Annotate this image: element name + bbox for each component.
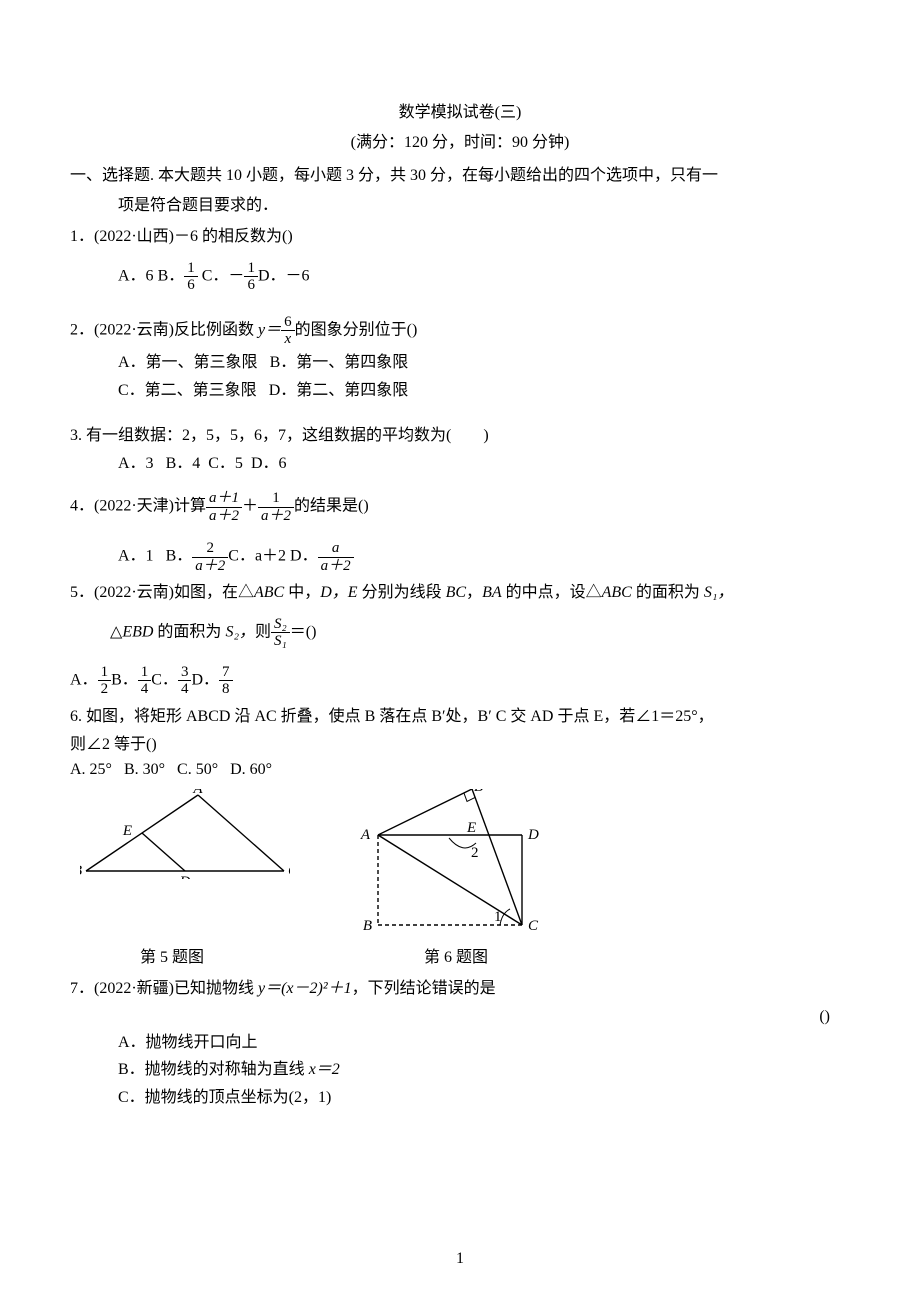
q1-stem: 1．(2022·山西)－6 的相反数为() xyxy=(70,224,850,250)
q6-opt-b: B. 30° xyxy=(124,761,165,778)
q2-opt-c: C．第二、第三象限 xyxy=(118,382,257,399)
question-2: 2．(2022·云南)反比例函数 y＝6x的图象分别位于() A．第一、第三象限… xyxy=(70,314,850,403)
q5-opt-b-frac: 14 xyxy=(138,664,152,698)
question-6: 6. 如图，将矩形 ABCD 沿 AC 折叠，使点 B 落在点 B′处，B′ C… xyxy=(70,704,850,783)
q5-stem-line1: 5．(2022·云南)如图，在△ABC 中，D，E 分别为线段 BC，BA 的中… xyxy=(70,580,850,606)
question-3: 3. 有一组数据：2，5，5，6，7，这组数据的平均数为( ) A．3 B．4 … xyxy=(70,423,850,476)
q4-opt-d-prefix: D． xyxy=(286,548,318,565)
page-title: 数学模拟试卷(三) xyxy=(70,100,850,126)
q1-options: A．6 B．16 C．－16D．－6 xyxy=(70,260,850,294)
q4-opt-a: A．1 xyxy=(118,548,154,565)
section-instruction-line1: 一、选择题. 本大题共 10 小题，每小题 3 分，共 30 分，在每小题给出的… xyxy=(70,163,850,189)
q5-opt-a-frac: 12 xyxy=(98,664,112,698)
q2-options-row2: C．第二、第三象限 D．第二、第四象限 xyxy=(70,378,850,404)
question-4: 4．(2022·天津)计算a＋1a＋2＋1a＋2的结果是() A．1 B．2a＋… xyxy=(70,490,850,574)
question-5: 5．(2022·云南)如图，在△ABC 中，D，E 分别为线段 BC，BA 的中… xyxy=(70,580,850,698)
q4-frac1: a＋1a＋2 xyxy=(206,490,242,524)
q6-stem-line2: 则∠2 等于() xyxy=(70,732,850,758)
q5-stem-line2: △EBD 的面积为 S₂，则S₂S₁＝() xyxy=(70,616,850,650)
q4-options: A．1 B．2a＋2C．a＋2 D．aa＋2 xyxy=(70,540,850,574)
q1-opt-a: A．6 xyxy=(118,268,154,285)
q2-y-eq: y＝ xyxy=(258,322,281,339)
figure-q6-rectangle-fold: A D B C B ' E 2 1 xyxy=(350,789,540,939)
q3-options: A．3 B．4 C．5 D．6 xyxy=(70,451,850,477)
q4-opt-c: C．a＋2 xyxy=(228,548,286,565)
svg-text:2: 2 xyxy=(471,845,479,861)
q1-opt-c-frac: 16 xyxy=(244,260,258,294)
svg-text:C: C xyxy=(288,863,290,879)
q2-opt-b: B．第一、第四象限 xyxy=(270,354,409,371)
svg-text:1: 1 xyxy=(494,909,502,925)
figure-q5-triangle: A B C E D xyxy=(80,789,290,879)
q5-opt-d-frac: 78 xyxy=(219,664,233,698)
q1-opt-b-frac: 16 xyxy=(184,260,198,294)
svg-text:B ': B ' xyxy=(474,789,491,795)
q6-stem-line1: 6. 如图，将矩形 ABCD 沿 AC 折叠，使点 B 落在点 B′处，B′ C… xyxy=(70,704,850,730)
q2-frac: 6x xyxy=(281,314,295,348)
q4-frac2: 1a＋2 xyxy=(258,490,294,524)
q3-stem: 3. 有一组数据：2，5，5，6，7，这组数据的平均数为( ) xyxy=(70,423,850,449)
q6-opt-d: D. 60° xyxy=(230,761,272,778)
q2-opt-d: D．第二、第四象限 xyxy=(269,382,409,399)
q7-opt-c: C．抛物线的顶点坐标为(2，1) xyxy=(70,1085,850,1111)
q4-opt-b-frac: 2a＋2 xyxy=(192,540,228,574)
question-7: 7．(2022·新疆)已知抛物线 y＝(x－2)²＋1，下列结论错误的是 () … xyxy=(70,976,850,1110)
q7-stem: 7．(2022·新疆)已知抛物线 y＝(x－2)²＋1，下列结论错误的是 xyxy=(70,976,850,1002)
q7-opt-b: B．抛物线的对称轴为直线 x＝2 xyxy=(70,1057,850,1083)
q4-opt-d-frac: aa＋2 xyxy=(318,540,354,574)
fig5-caption: 第 5 题图 xyxy=(140,945,204,971)
svg-text:B: B xyxy=(363,918,372,934)
q7-opt-a: A．抛物线开口向上 xyxy=(70,1030,850,1056)
page-subtitle: (满分：120 分，时间：90 分钟) xyxy=(70,130,850,156)
svg-text:D: D xyxy=(179,874,191,879)
q2-options-row1: A．第一、第三象限 B．第一、第四象限 xyxy=(70,350,850,376)
q3-opt-a: A．3 xyxy=(118,455,154,472)
q4-opt-b-prefix: B． xyxy=(166,548,193,565)
q1-opt-b-prefix: B． xyxy=(154,268,185,285)
svg-text:D: D xyxy=(527,827,539,843)
q5-opt-c-frac: 34 xyxy=(178,664,192,698)
q3-opt-d: D．6 xyxy=(251,455,287,472)
q6-opt-a: A. 25° xyxy=(70,761,112,778)
q6-opt-c: C. 50° xyxy=(177,761,218,778)
q3-opt-c: C．5 xyxy=(208,455,243,472)
svg-text:E: E xyxy=(122,823,132,839)
figures-row: A B C E D A D B C B ' E 2 1 xyxy=(70,789,850,939)
question-1: 1．(2022·山西)－6 的相反数为() A．6 B．16 C．－16D．－6 xyxy=(70,224,850,294)
q3-opt-b: B．4 xyxy=(166,455,201,472)
q2-stem: 2．(2022·云南)反比例函数 y＝6x的图象分别位于() xyxy=(70,314,850,348)
q1-opt-c-prefix: C．－ xyxy=(198,268,245,285)
q4-stem: 4．(2022·天津)计算a＋1a＋2＋1a＋2的结果是() xyxy=(70,490,850,524)
q6-options: A. 25° B. 30° C. 50° D. 60° xyxy=(70,757,850,783)
svg-text:A: A xyxy=(192,789,203,797)
q5-frac: S₂S₁ xyxy=(271,616,290,650)
q2-opt-a: A．第一、第三象限 xyxy=(118,354,258,371)
svg-text:A: A xyxy=(360,827,371,843)
svg-text:E: E xyxy=(466,820,476,836)
figure-captions: 第 5 题图 第 6 题图 xyxy=(70,945,850,971)
page-number: 1 xyxy=(0,1246,920,1272)
q1-opt-d: D．－6 xyxy=(258,268,310,285)
svg-text:C: C xyxy=(528,918,539,934)
q7-paren: () xyxy=(819,1004,850,1030)
q5-options: A．12B．14C．34D．78 xyxy=(70,664,850,698)
section-instruction-line2: 项是符合题目要求的． xyxy=(70,193,850,219)
svg-text:B: B xyxy=(80,863,82,879)
fig6-caption: 第 6 题图 xyxy=(424,945,488,971)
